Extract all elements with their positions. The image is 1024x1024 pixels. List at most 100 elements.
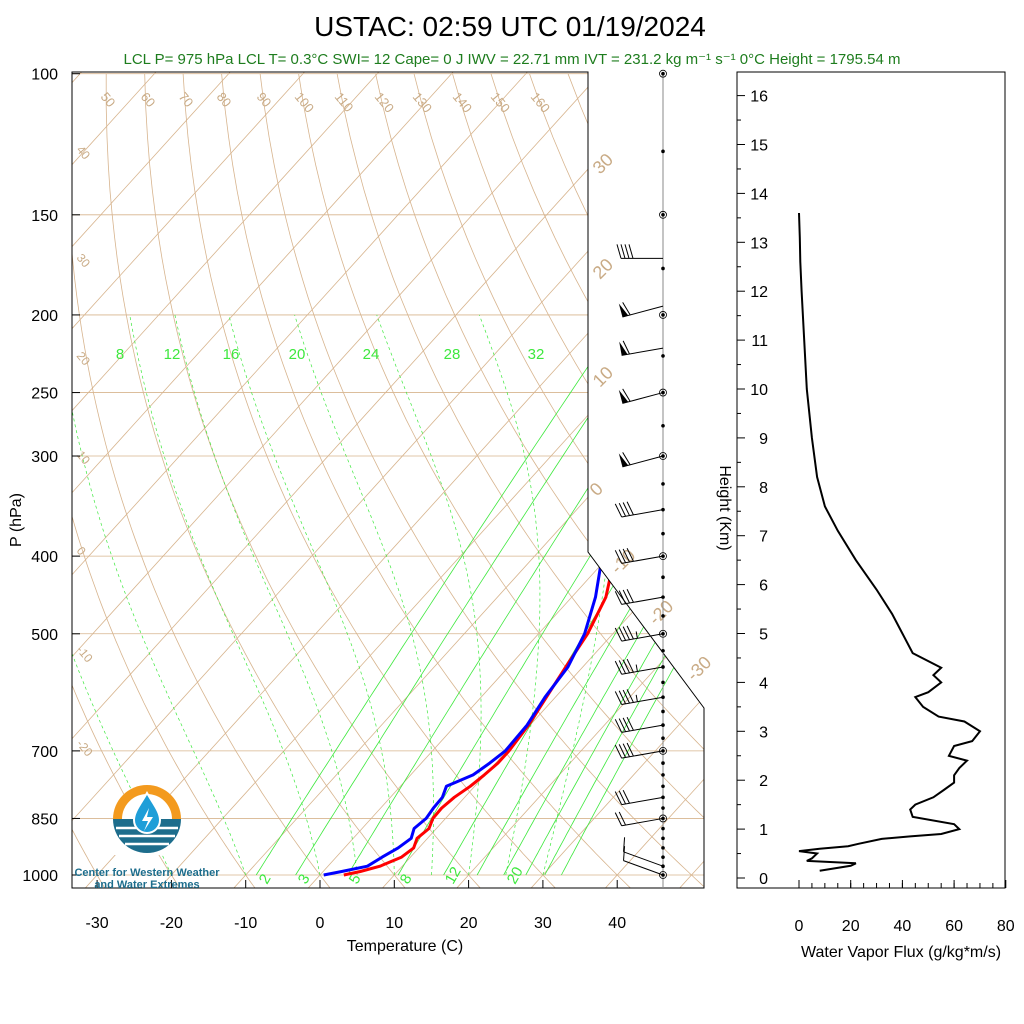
barb-level-dot bbox=[661, 71, 665, 76]
barb-level-dot bbox=[661, 648, 665, 653]
wind-barb bbox=[618, 388, 664, 404]
isotherm-line bbox=[72, 72, 320, 888]
dry-adiabat-label: 50 bbox=[98, 89, 119, 110]
flux-y-tick-label: 14 bbox=[750, 186, 768, 203]
flux-frame bbox=[736, 71, 1006, 889]
mixing-ratio-line bbox=[544, 363, 704, 876]
wind-barb bbox=[619, 340, 664, 356]
barb-level-dot bbox=[661, 749, 665, 753]
y-tick-label: 500 bbox=[31, 627, 58, 644]
moist-adiabat-line bbox=[228, 314, 395, 875]
x-axis-label: Temperature (C) bbox=[347, 938, 463, 955]
barb-level-dot bbox=[661, 709, 665, 714]
flux-y-tick-label: 6 bbox=[759, 578, 768, 595]
dry-adiabat-line bbox=[644, 73, 704, 888]
barb-level-dot bbox=[661, 723, 665, 727]
isotherm-line bbox=[527, 72, 704, 888]
dry-adiabat-line bbox=[72, 73, 108, 888]
moist-adiabat-label: 30 bbox=[589, 150, 617, 178]
dry-adiabat-label: -20 bbox=[74, 737, 96, 760]
flux-y-tick-label: 10 bbox=[750, 382, 768, 399]
moist-adiabat-line bbox=[294, 314, 434, 876]
wind-barb bbox=[614, 658, 664, 675]
wind-barb bbox=[623, 846, 664, 876]
barb-level-dot bbox=[661, 784, 665, 789]
y-tick-label: 400 bbox=[31, 549, 58, 566]
flux-y-tick-label: 11 bbox=[751, 333, 768, 350]
isotherm-line bbox=[750, 56, 1024, 892]
mixing-ratio-label: 3 bbox=[295, 871, 314, 887]
dry-adiabat-line bbox=[72, 73, 259, 888]
barb-level-dot bbox=[661, 507, 665, 512]
dry-adiabat-line bbox=[298, 73, 704, 888]
isotherm-line bbox=[72, 72, 394, 888]
dry-adiabat-label: 130 bbox=[410, 89, 435, 115]
isotherm-line bbox=[304, 72, 704, 888]
barb-level-marker bbox=[659, 210, 667, 219]
skewt-background bbox=[72, 56, 1024, 892]
barb-level-dot bbox=[661, 554, 665, 558]
flux-y-tick-label: 9 bbox=[759, 431, 768, 448]
flux-y-tick-label: 0 bbox=[759, 871, 768, 888]
dry-adiabat-line bbox=[105, 73, 409, 888]
barb-level-marker bbox=[659, 814, 667, 823]
wind-barb bbox=[614, 742, 664, 759]
dry-adiabat-label: -10 bbox=[74, 643, 96, 666]
flux-y-tick-label: 12 bbox=[750, 284, 768, 301]
flux-y-tick-label: 1 bbox=[759, 822, 768, 839]
wind-barb bbox=[614, 625, 664, 642]
dry-adiabat-line bbox=[144, 73, 485, 888]
isotherm-line bbox=[452, 72, 704, 888]
x-tick-label: -20 bbox=[160, 915, 183, 932]
barb-level-dot bbox=[661, 695, 665, 700]
mixing-ratio-line bbox=[561, 363, 704, 876]
barb-level-dot bbox=[661, 846, 665, 850]
wind-barb bbox=[614, 501, 664, 518]
mixing-ratio-label: 12 bbox=[442, 864, 465, 887]
moist-adiabat-line bbox=[72, 314, 247, 876]
flux-y-tick-label: 13 bbox=[750, 235, 768, 252]
moist-adiabat-label: 10 bbox=[589, 363, 617, 391]
dry-adiabat-line bbox=[683, 73, 704, 888]
isotherm-line bbox=[72, 72, 617, 888]
barb-level-dot bbox=[661, 595, 665, 599]
isotherm-line bbox=[72, 72, 469, 888]
isotherm-line bbox=[72, 72, 704, 888]
mixing-ratio-line bbox=[255, 363, 591, 876]
moist-adiabat-label: 20 bbox=[589, 255, 617, 283]
barb-level-dot bbox=[661, 614, 665, 618]
mixing-ratio-label: 20 bbox=[289, 346, 306, 363]
y-tick-label: 100 bbox=[31, 67, 58, 84]
y-tick-label: 150 bbox=[31, 208, 58, 225]
isotherm-line bbox=[72, 72, 543, 888]
y-tick-label: 1000 bbox=[22, 868, 58, 885]
wind-barb bbox=[623, 837, 664, 867]
isotherm-line bbox=[378, 72, 704, 888]
flux-y-axis-label: Height (Km) bbox=[716, 465, 733, 550]
dry-adiabat-line bbox=[413, 73, 704, 888]
barb-level-dot bbox=[661, 795, 665, 800]
barb-level-dot bbox=[661, 631, 665, 636]
flux-y-tick-label: 16 bbox=[750, 89, 768, 106]
isotherm-line bbox=[155, 72, 704, 888]
mixing-ratio-line bbox=[347, 363, 669, 876]
flux-y-tick-label: 7 bbox=[759, 529, 768, 546]
barb-level-dot bbox=[661, 531, 665, 536]
mixing-ratio-label: 20 bbox=[504, 864, 527, 887]
mixing-ratio-label: 16 bbox=[223, 346, 240, 363]
dry-adiabat-line bbox=[567, 73, 704, 888]
dry-adiabat-line bbox=[336, 73, 704, 888]
dry-adiabat-line bbox=[221, 73, 635, 888]
x-tick-label: 0 bbox=[316, 915, 325, 932]
barb-level-dot bbox=[661, 149, 665, 154]
dry-adiabat-label: 100 bbox=[292, 89, 317, 115]
mixing-ratio-label: 8 bbox=[397, 871, 416, 887]
barb-level-dot bbox=[661, 313, 665, 317]
dry-adiabat-label: 120 bbox=[372, 89, 397, 115]
flux-x-tick-label: 40 bbox=[894, 918, 912, 935]
cw3e-logo: Center for Western Weather and Water Ext… bbox=[74, 785, 220, 891]
dry-adiabat-line bbox=[72, 73, 334, 888]
sounding-parameters: LCL P= 975 hPa LCL T= 0.3°C SWI= 12 Cape… bbox=[124, 51, 901, 68]
flux-profile-line bbox=[798, 212, 982, 872]
